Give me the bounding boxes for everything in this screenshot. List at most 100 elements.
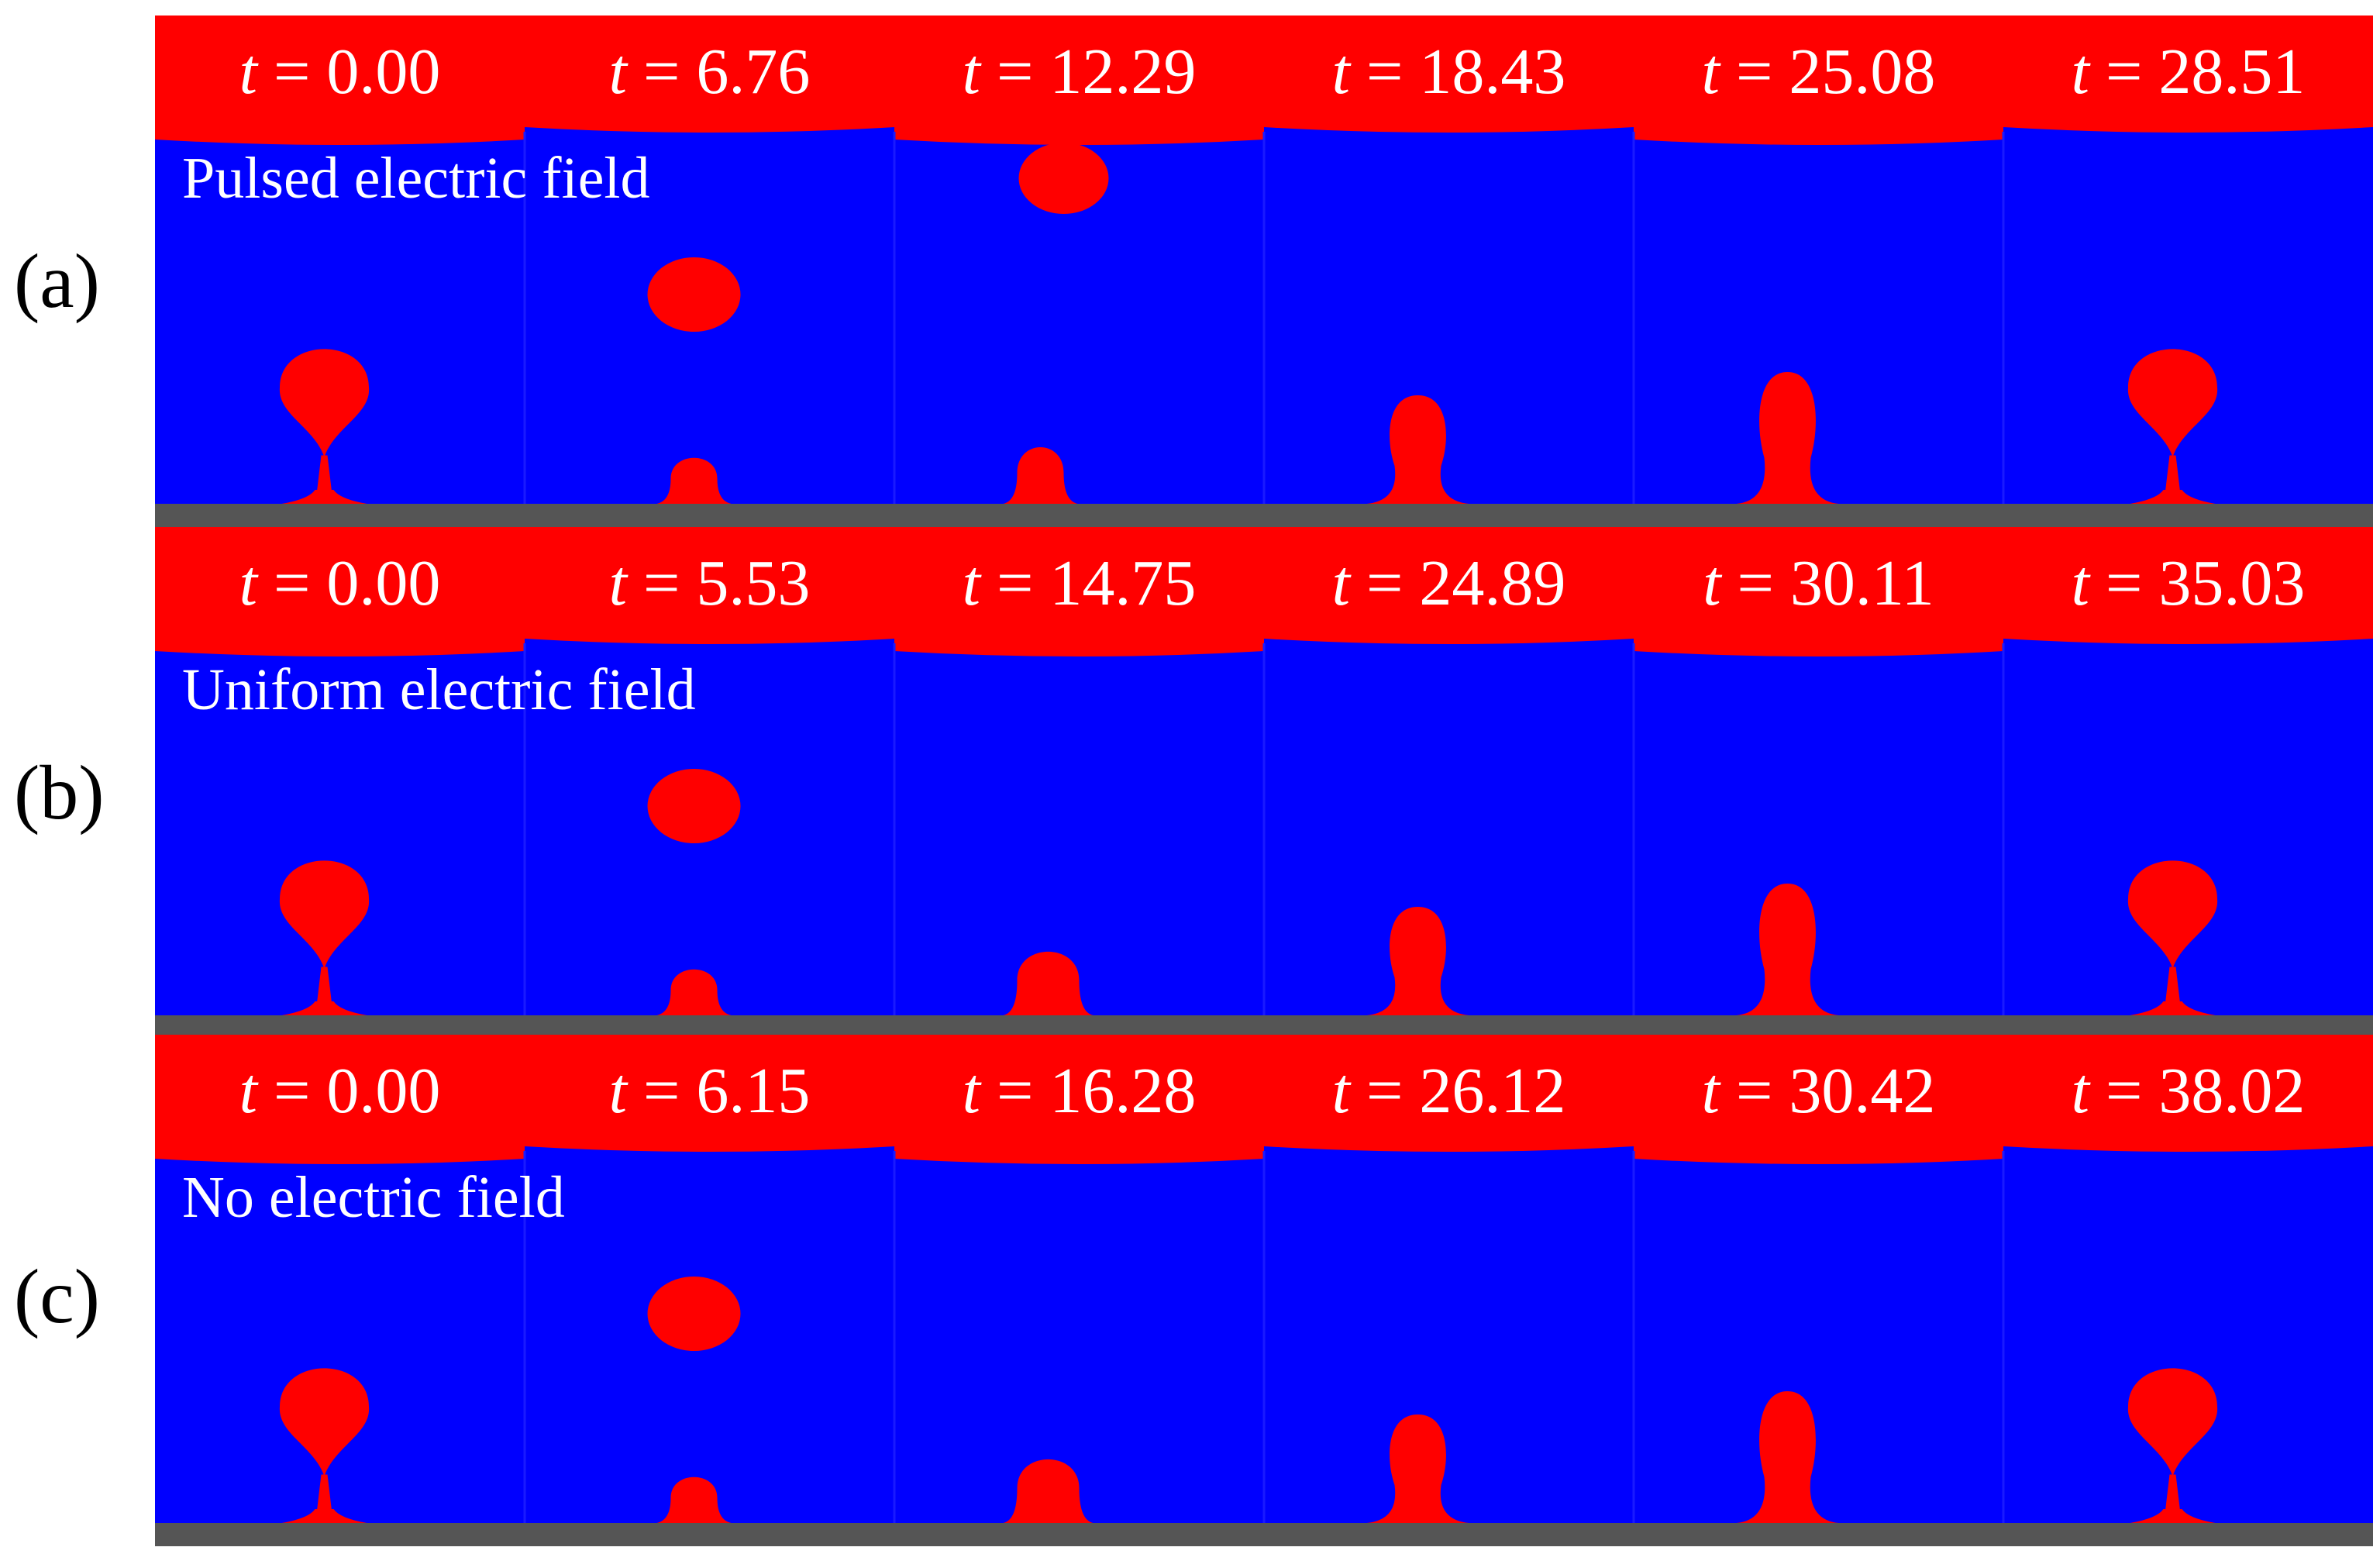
row-1-frame-1-satellite [647,769,741,843]
row-0-frame-4-top-band [1634,16,2003,145]
row-1-frame-2-time-value: = 14.75 [997,547,1196,619]
row-1-frame-0-drop [279,860,370,969]
row-2-frame-3-time-value: = 26.12 [1366,1055,1565,1127]
row-1-frame-1-bump [656,969,732,1015]
row-2-frame-3-time-variable: t [1332,1055,1366,1127]
row-2-frame-2-bump [1003,1459,1094,1523]
row-1-frame-2-time-variable: t [963,547,997,619]
row-2-frame-2-time-value: = 16.28 [997,1055,1196,1127]
row-1-frame-5-top-band [2003,527,2373,644]
row-1-frame-4-time-variable: t [1703,547,1737,619]
row-0-frame-4-column [1736,372,1839,504]
row-0-frame-0-neck [316,455,332,494]
row-1-frame-4-time-label: t = 30.11 [1703,547,1934,619]
row-1-frame-3-top-band [1264,527,1634,644]
row-1-frame-1-time-label: t = 5.53 [609,547,811,619]
row-1-frame-0-top-band [155,527,525,656]
row-2-frame-0-foot [281,1509,367,1523]
row-2-frame-0-drop [279,1368,370,1476]
row-1-field-label: Uniform electric field [182,657,696,722]
row-1-frame-3-time-value: = 24.89 [1366,547,1565,619]
row-1-frame-1-time-variable: t [609,547,643,619]
row-1-frame-2-top-band [894,527,1264,656]
row-1-frame-2-time-label: t = 14.75 [963,547,1197,619]
row-2-substrate [155,1523,2373,1546]
row-1-frame-1-top-band [525,527,894,644]
panel-label-b: (b) [14,749,105,836]
row-1-frame-5-time-label: t = 35.03 [2072,547,2306,619]
row-1-frame-0-neck [316,967,332,1006]
row-2-frame-4-time-label: t = 30.42 [1702,1055,1936,1127]
row-2-frame-5-neck [2165,1474,2181,1514]
row-2-frame-4-top-band [1634,1035,2003,1164]
row-0-frame-0-time-label: t = 0.00 [239,36,441,108]
row-1-frame-4-time-value: = 30.11 [1738,547,1934,619]
panel-label-c: (c) [14,1253,100,1339]
row-2-frame-2-time-variable: t [963,1055,997,1127]
row-2-frame-5-top-band [2003,1035,2373,1152]
row-2-frame-0-time-value: = 0.00 [274,1055,440,1127]
row-0-frame-1-top-band [525,16,894,133]
row-0-frame-5-time-value: = 28.51 [2106,36,2305,108]
row-0-frame-1-bump [656,457,732,504]
row-2-frame-4-time-value: = 30.42 [1736,1055,1935,1127]
panel-label-a: (a) [14,238,100,324]
row-0-frame-5-top-band [2003,16,2373,133]
row-2-frame-0-time-label: t = 0.00 [239,1055,441,1127]
row-0-frame-1-time-variable: t [609,36,643,108]
row-0-frame-0-top-band [155,16,525,145]
row-1-frame-0-time-label: t = 0.00 [239,547,441,619]
row-0-frame-5-neck [2165,455,2181,494]
row-0-frame-0-foot [281,490,367,504]
row-1-frame-4-column [1736,884,1839,1015]
row-2-frame-2-top-band [894,1035,1264,1164]
row-2-frame-3-column [1366,1414,1469,1523]
row-0-frame-4-time-value: = 25.08 [1736,36,1935,108]
row-1-frame-0-time-value: = 0.00 [274,547,440,619]
row-0-frame-3-time-value: = 18.43 [1366,36,1565,108]
row-2-frame-4-column [1736,1391,1839,1523]
row-0-frame-1-time-label: t = 6.76 [609,36,811,108]
row-0-field-label: Pulsed electric field [182,146,650,211]
row-2-field-label: No electric field [182,1165,565,1230]
row-1-frame-1-time-value: = 5.53 [643,547,810,619]
row-0-frame-2-time-variable: t [963,36,997,108]
row-2-frame-1-time-value: = 6.15 [643,1055,810,1127]
row-0-frame-4-time-label: t = 25.08 [1702,36,1936,108]
row-0-frame-0-time-variable: t [239,36,274,108]
row-2-frame-5-foot [2130,1509,2216,1523]
row-2-frame-4-time-variable: t [1702,1055,1736,1127]
row-2-frame-1-top-band [525,1035,894,1152]
row-2-frame-1-time-variable: t [609,1055,643,1127]
row-0-frame-4-time-variable: t [1702,36,1736,108]
row-0-frame-3-top-band [1264,16,1634,133]
row-2-frame-3-time-label: t = 26.12 [1332,1055,1566,1127]
row-2-frame-0-neck [316,1474,332,1514]
row-0-frame-1-satellite [647,257,741,332]
row-1-frame-3-column [1366,907,1469,1015]
row-0-frame-3-column [1366,395,1469,504]
row-1-frame-5-drop [2127,860,2218,969]
row-0-frame-2-satellite [1018,143,1109,214]
row-1-frame-5-neck [2165,967,2181,1006]
row-1-frame-2-bump [1003,951,1094,1015]
row-2-frame-0-time-variable: t [239,1055,274,1127]
row-1-frame-5-time-value: = 35.03 [2106,547,2305,619]
row-1-frame-5-foot [2130,1001,2216,1015]
row-0-frame-2-bump [1003,447,1078,504]
row-0-frame-2-time-value: = 12.29 [997,36,1196,108]
row-0-frame-3-time-label: t = 18.43 [1332,36,1566,108]
row-1-frame-4-top-band [1634,527,2003,656]
row-2-frame-5-time-value: = 38.02 [2106,1055,2305,1127]
row-0-frame-5-time-variable: t [2072,36,2106,108]
row-0-frame-1-time-value: = 6.76 [643,36,810,108]
row-1-frame-3-time-label: t = 24.89 [1332,547,1566,619]
row-1-frame-5-time-variable: t [2072,547,2106,619]
row-0-frame-5-time-label: t = 28.51 [2072,36,2306,108]
row-0-frame-5-foot [2130,490,2216,504]
row-2-frame-1-time-label: t = 6.15 [609,1055,811,1127]
row-0-substrate [155,504,2373,527]
row-2-frame-1-bump [656,1476,732,1523]
